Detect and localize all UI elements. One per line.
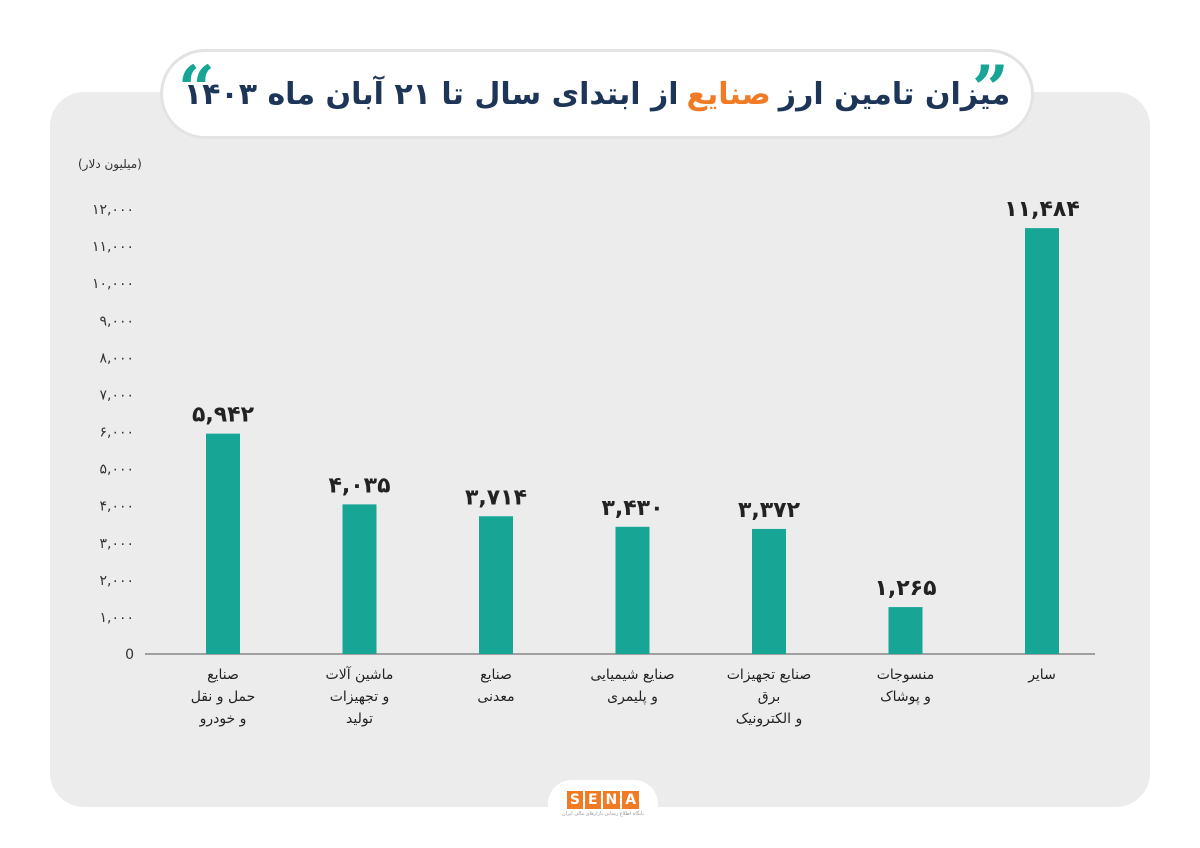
logo-letter: E — [584, 791, 601, 809]
bar-value-label: ۴,۰۳۵ — [328, 473, 390, 498]
bar — [615, 526, 650, 654]
bar — [888, 607, 923, 654]
bar — [1025, 228, 1059, 654]
y-tick-label: ۱۱,۰۰۰ — [92, 239, 134, 255]
y-tick-label: ۶,۰۰۰ — [99, 425, 134, 441]
bar — [206, 433, 240, 654]
y-tick-label: ۵,۰۰۰ — [99, 462, 134, 478]
category-label: صنایع معدنی — [477, 667, 515, 705]
y-tick-label: ۹,۰۰۰ — [99, 313, 134, 329]
logo-letter: A — [622, 791, 640, 809]
bar — [342, 504, 377, 654]
y-tick-label: ۲,۰۰۰ — [99, 573, 134, 589]
bar-value-label: ۵,۹۴۲ — [192, 403, 255, 428]
category-label: سایر — [1028, 667, 1056, 683]
bar-value-label: ۳,۷۱۴ — [465, 485, 527, 510]
bar — [752, 528, 786, 654]
y-tick-label: ۱۲,۰۰۰ — [92, 202, 134, 218]
logo-letter: S — [566, 791, 583, 809]
category-label: صنایع شیمیایی و پلیمری — [590, 667, 675, 705]
quote-close-icon: ” — [972, 52, 1009, 127]
title-part-2: از ابتدای سال تا ۲۱ آبان ماه ۱۴۰۳ — [183, 76, 679, 112]
chart-title: میزان تامین ارز صنایع از ابتدای سال تا ۲… — [163, 52, 1031, 136]
category-label: منسوجات و پوشاک — [876, 667, 935, 705]
y-tick-label: ۳,۰۰۰ — [99, 536, 134, 552]
quote-open-icon: “ — [178, 52, 215, 127]
category-label: ماشین آلات و تجهیزات تولید — [325, 667, 394, 727]
title-banner: میزان تامین ارز صنایع از ابتدای سال تا ۲… — [163, 52, 1031, 136]
bar-value-label: ۳,۳۷۲ — [738, 498, 801, 523]
value-labels: ۵,۹۴۲ ۴,۰۳۵ ۳,۷۱۴ ۳,۴۳۰ ۳,۳۷۲ ۱,۲۶۵ ۱۱,۴۸۴ — [192, 197, 1080, 601]
category-label: صنایع حمل و نقل و خودرو — [190, 667, 256, 727]
y-axis-ticks: 0 ۱,۰۰۰ ۲,۰۰۰ ۳,۰۰۰ ۴,۰۰۰ ۵,۰۰۰ ۶,۰۰۰ ۷,۰۰۰ ۸,۰۰… — [92, 202, 134, 663]
bar — [479, 516, 513, 654]
y-tick-label: ۱۰,۰۰۰ — [92, 276, 134, 292]
y-axis-unit-label: (میلیون دلار) — [78, 157, 142, 171]
title-part-1: میزان تامین ارز — [778, 76, 1011, 112]
title-part-accent: صنایع — [686, 76, 771, 112]
y-tick-label: ۴,۰۰۰ — [99, 499, 134, 515]
logo-letter: N — [602, 791, 621, 809]
y-tick-label: ۱,۰۰۰ — [99, 610, 134, 626]
y-tick-label: 0 — [125, 647, 134, 663]
bar-value-label: ۱۱,۴۸۴ — [1004, 197, 1080, 222]
bar-value-label: ۱,۲۶۵ — [874, 576, 936, 601]
bars — [206, 228, 1059, 654]
y-tick-label: ۷,۰۰۰ — [99, 387, 134, 403]
bar-value-label: ۳,۴۳۰ — [601, 496, 663, 521]
category-label: صنایع تجهیزات برق و الکترونیک — [726, 667, 812, 727]
y-tick-label: ۸,۰۰۰ — [99, 350, 134, 366]
logo-subtitle: پایگاه اطلاع رسانی بازارهای مالی ایران — [562, 811, 644, 817]
